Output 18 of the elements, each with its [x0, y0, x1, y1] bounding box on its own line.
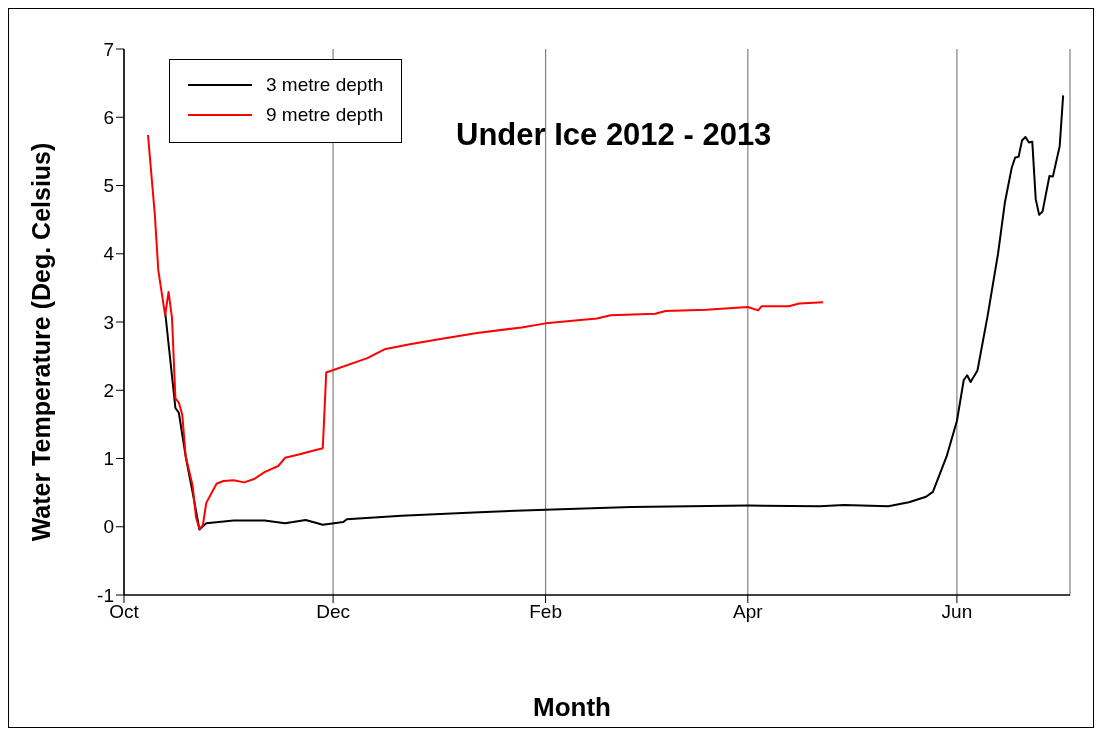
y-tick-label: 1	[103, 448, 114, 470]
legend-label: 9 metre depth	[266, 104, 384, 126]
y-tick-label: 3	[103, 311, 114, 333]
line-series	[164, 94, 1065, 531]
legend-label: 3 metre depth	[266, 74, 384, 96]
x-tick-label: Apr	[733, 601, 764, 623]
y-tick-label: 2	[103, 379, 114, 401]
x-tick-label: Feb	[529, 601, 562, 623]
y-tick-label: 4	[103, 243, 115, 265]
y-tick-label: 0	[103, 516, 114, 538]
x-tick-label: Dec	[316, 601, 350, 623]
y-tick-label: 6	[103, 107, 114, 128]
x-axis-title: Month	[532, 692, 612, 723]
y-tick-label: 7	[103, 38, 114, 60]
text: Under Ice 2012 - 2013	[456, 117, 772, 153]
y-tick-label: 5	[103, 175, 114, 197]
x-tick-label: Jun	[941, 601, 973, 623]
y-axis-title: Water Temperature (Deg. Celsius)	[26, 142, 56, 542]
